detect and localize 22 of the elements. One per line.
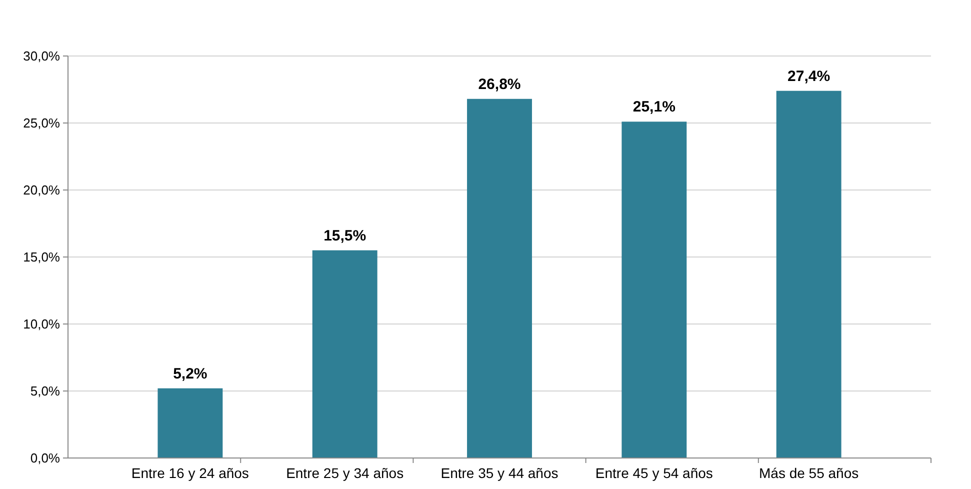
data-label: 5,2% <box>173 365 208 382</box>
x-tick-label: Más de 55 años <box>759 465 859 481</box>
data-label: 15,5% <box>324 227 366 244</box>
y-tick-label: 25,0% <box>23 116 60 131</box>
bar <box>158 388 223 458</box>
x-tick-label: Entre 35 y 44 años <box>440 465 558 481</box>
y-tick-label: 20,0% <box>23 182 60 198</box>
data-label: 27,4% <box>788 68 830 85</box>
y-tick-label: 5,0% <box>30 384 60 399</box>
y-tick-label: 0,0% <box>30 450 60 466</box>
data-label: 25,1% <box>632 98 676 116</box>
bar <box>312 250 378 458</box>
x-tick-label: Entre 45 y 54 años <box>595 465 713 481</box>
bar <box>622 122 687 458</box>
x-tick-label: Entre 16 y 24 años <box>131 465 249 481</box>
y-tick-label: 10,0% <box>23 316 60 332</box>
data-label: 26,8% <box>478 76 521 93</box>
bar <box>776 90 842 458</box>
bar <box>467 98 532 458</box>
y-tick-label: 15,0% <box>23 250 60 265</box>
x-tick-label: Entre 25 y 34 años <box>286 465 404 481</box>
y-tick-label: 30,0% <box>23 48 60 64</box>
